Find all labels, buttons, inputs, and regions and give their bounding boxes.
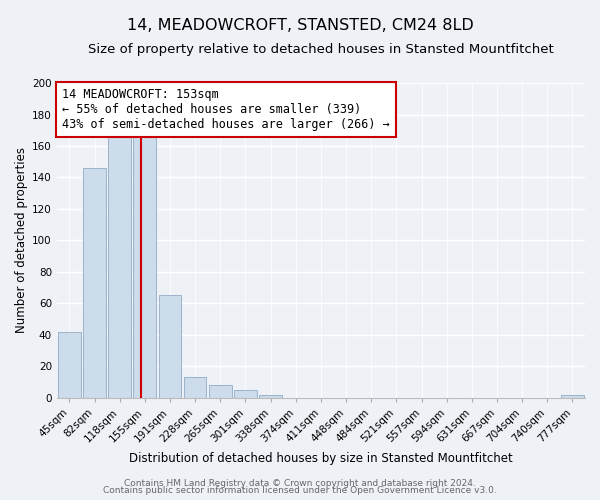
Text: Contains public sector information licensed under the Open Government Licence v3: Contains public sector information licen… xyxy=(103,486,497,495)
Bar xyxy=(133,134,156,398)
Bar xyxy=(259,394,282,398)
Text: 14, MEADOWCROFT, STANSTED, CM24 8LD: 14, MEADOWCROFT, STANSTED, CM24 8LD xyxy=(127,18,473,32)
Bar xyxy=(234,390,257,398)
Bar xyxy=(109,134,131,398)
Bar xyxy=(83,168,106,398)
Title: Size of property relative to detached houses in Stansted Mountfitchet: Size of property relative to detached ho… xyxy=(88,42,554,56)
Bar xyxy=(209,385,232,398)
Text: 14 MEADOWCROFT: 153sqm
← 55% of detached houses are smaller (339)
43% of semi-de: 14 MEADOWCROFT: 153sqm ← 55% of detached… xyxy=(62,88,390,131)
X-axis label: Distribution of detached houses by size in Stansted Mountfitchet: Distribution of detached houses by size … xyxy=(129,452,513,465)
Bar xyxy=(184,378,206,398)
Bar xyxy=(58,332,80,398)
Bar xyxy=(561,394,584,398)
Text: Contains HM Land Registry data © Crown copyright and database right 2024.: Contains HM Land Registry data © Crown c… xyxy=(124,478,476,488)
Bar xyxy=(158,296,181,398)
Y-axis label: Number of detached properties: Number of detached properties xyxy=(15,148,28,334)
